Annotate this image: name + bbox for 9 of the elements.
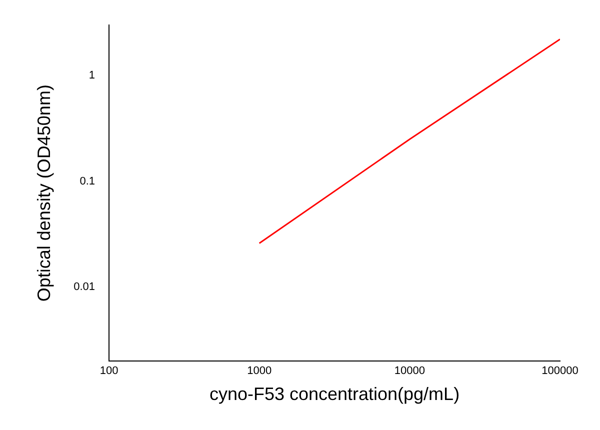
y-axis-title: Optical density (OD450nm) — [34, 84, 54, 302]
x-axis-title: cyno-F53 concentration(pg/mL) — [209, 384, 460, 404]
x-tick-label: 1000 — [247, 364, 272, 377]
y-tick-label: 0.01 — [74, 281, 96, 294]
x-tick-label: 100000 — [542, 364, 578, 377]
y-tick-label: 1 — [88, 70, 96, 82]
y-tick-label: 0.1 — [80, 175, 96, 188]
x-tick-label: 10000 — [394, 364, 425, 377]
x-tick-label: 100 — [100, 364, 118, 377]
